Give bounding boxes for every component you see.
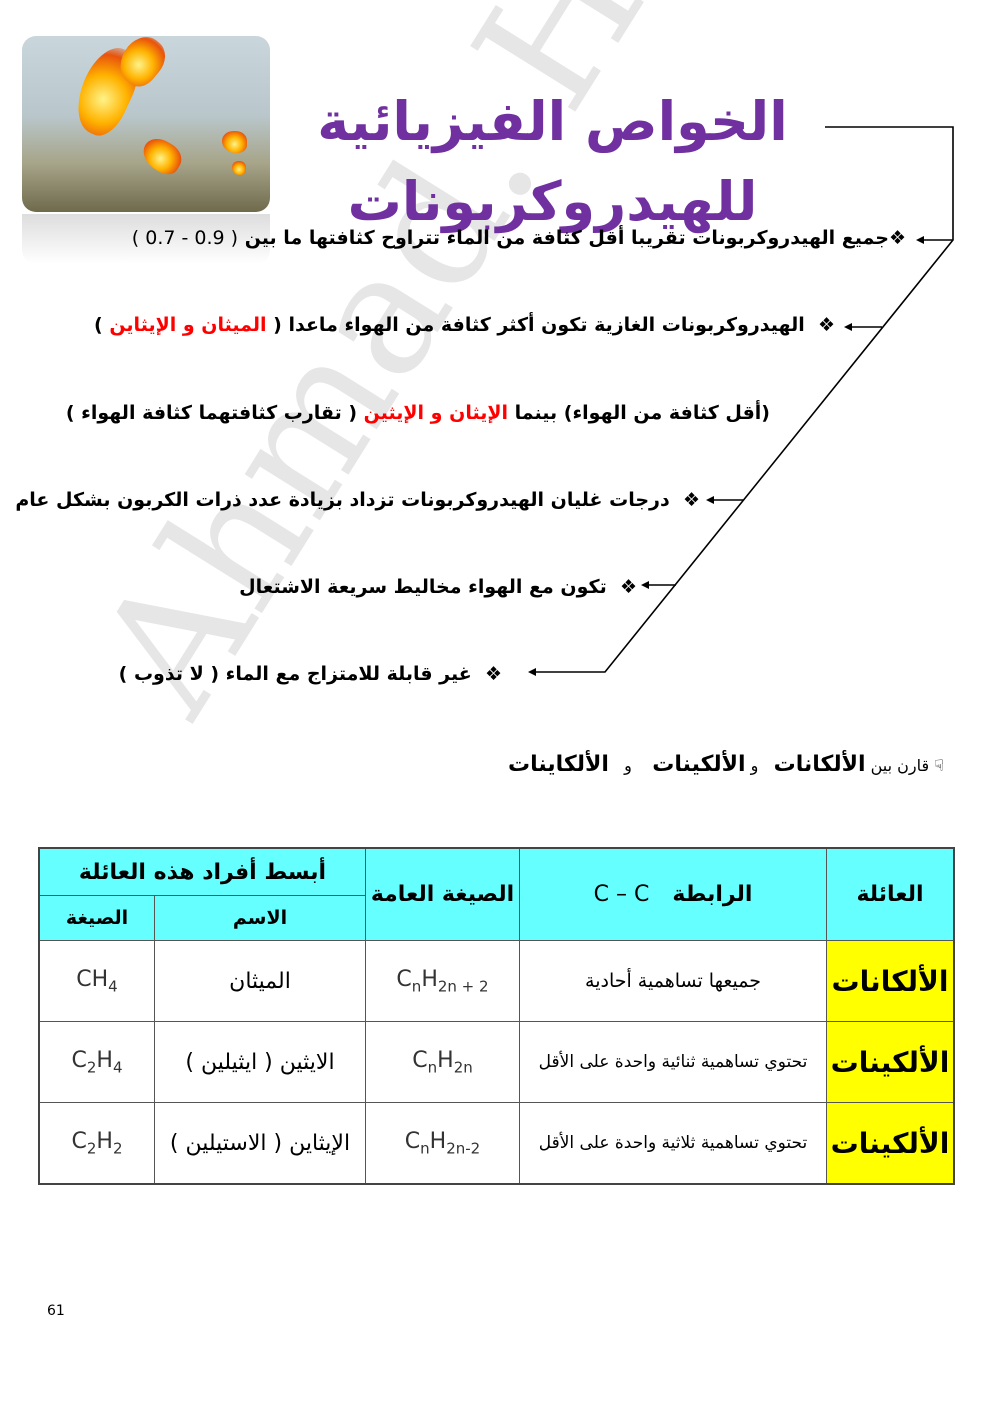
header-family: العائلة <box>826 847 955 941</box>
bullet-boiling-point: ❖ درجات غليان الهيدروكربونات تزداد بزياد… <box>15 489 700 511</box>
bullet-flammable: ❖ تكون مع الهواء مخاليط سريعة الاشتعال <box>239 576 637 598</box>
family-cell: الألكينات <box>826 1021 955 1103</box>
bullet-insoluble: ❖ غير قابلة للامتزاج مع الماء ( لا تذوب … <box>118 663 502 685</box>
table-row: الألكينات تحتوي تساهمية ثلاثية واحدة على… <box>38 1102 955 1185</box>
general-formula-cell: CnH2n <box>365 1021 520 1103</box>
photo-reflection <box>22 214 270 264</box>
bullet-density-water: ❖جميع الهيدروكربونات تقريبا أقل كثافة من… <box>131 227 906 249</box>
table-row: الألكانات جميعها تساهمية أحادية CnH2n + … <box>38 940 955 1022</box>
formula-cell: C2H2 <box>38 1102 155 1185</box>
bond-cell: تحتوي تساهمية ثلاثية واحدة على الأقل <box>519 1102 827 1185</box>
header-simplest-member: أبسط أفراد هذه العائلة <box>38 847 366 896</box>
header-name: الاسم <box>154 895 366 941</box>
formula-cell: CH4 <box>38 940 155 1022</box>
hand-icon: ☟ <box>934 756 944 775</box>
bond-cell: جميعها تساهمية أحادية <box>519 940 827 1022</box>
general-formula-cell: CnH2n + 2 <box>365 940 520 1022</box>
header-general-formula: الصيغة العامة <box>365 847 520 941</box>
family-cell: الألكانات <box>826 940 955 1022</box>
general-formula-cell: CnH2n-2 <box>365 1102 520 1185</box>
bond-cell: تحتوي تساهمية ثنائية واحدة على الأقل <box>519 1021 827 1103</box>
header-formula: الصيغة <box>38 895 155 941</box>
bullet-gas-density-cont: (أقل كثافة من الهواء) بينما الإيثان و ال… <box>65 402 770 424</box>
compare-instruction: ☟ قارن بين الألكانات و الألكينات و الألك… <box>508 752 944 777</box>
name-cell: الايثين ( ايثيلين ) <box>154 1021 366 1103</box>
hydrocarbon-comparison-table: العائلة الرابطة C – C الصيغة العامة أبسط… <box>38 847 955 1185</box>
name-cell: الإيثاين ( الاستيلين ) <box>154 1102 366 1185</box>
page-title: الخواص الفيزيائية للهيدروكربونات <box>317 90 788 233</box>
formula-cell: C2H4 <box>38 1021 155 1103</box>
table-row: الألكينات تحتوي تساهمية ثنائية واحدة على… <box>38 1021 955 1103</box>
gas-flare-photo <box>22 36 270 212</box>
bullet-gas-density: ❖ الهيدروكربونات الغازية تكون أكثر كثافة… <box>94 314 835 336</box>
family-cell: الألكينات <box>826 1102 955 1185</box>
name-cell: الميثان <box>154 940 366 1022</box>
header-bond: الرابطة C – C <box>519 847 827 941</box>
page-number: 61 <box>47 1303 65 1319</box>
